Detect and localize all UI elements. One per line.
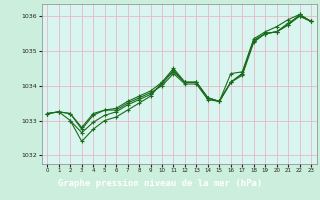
Text: Graphe pression niveau de la mer (hPa): Graphe pression niveau de la mer (hPa): [58, 180, 262, 188]
